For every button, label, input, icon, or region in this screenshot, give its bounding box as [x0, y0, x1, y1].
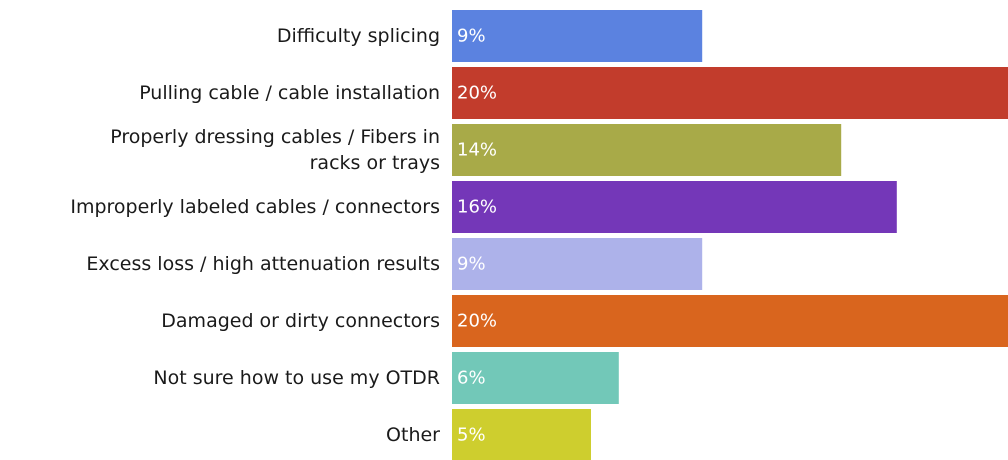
value-label-4: 16%: [457, 197, 497, 218]
category-label-line: Improperly labeled cables / connectors: [70, 196, 440, 218]
category-label-7: Not sure how to use my OTDR: [153, 367, 440, 389]
category-label-line: Properly dressing cables / Fibers in: [110, 126, 440, 148]
bar-3: [452, 124, 842, 176]
category-label-2: Pulling cable / cable installation: [139, 82, 440, 104]
value-labels-group: 9% 20% 14% 16% 9% 20% 6% 5%: [457, 26, 497, 446]
category-label-4: Improperly labeled cables / connectors: [70, 196, 440, 218]
category-labels-group: Difficulty splicing Pulling cable / cable…: [70, 25, 440, 446]
category-label-line: Other: [386, 424, 440, 446]
value-label-1: 9%: [457, 26, 486, 47]
bar-4: [452, 181, 897, 233]
value-label-2: 20%: [457, 83, 497, 104]
bar-7: [452, 352, 619, 404]
bar-6: [452, 295, 1008, 347]
category-label-5: Excess loss / high attenuation results: [86, 253, 440, 275]
bars-group: [452, 10, 1008, 460]
category-label-line: Excess loss / high attenuation results: [86, 253, 440, 275]
category-label-8: Other: [386, 424, 440, 446]
value-label-5: 9%: [457, 254, 486, 275]
category-label-line: Damaged or dirty connectors: [161, 310, 440, 332]
value-label-8: 5%: [457, 425, 486, 446]
category-label-line: Difficulty splicing: [277, 25, 440, 47]
value-label-6: 20%: [457, 311, 497, 332]
bar-5: [452, 238, 703, 290]
bar-2: [452, 67, 1008, 119]
value-label-3: 14%: [457, 140, 497, 161]
category-label-1: Difficulty splicing: [277, 25, 440, 47]
category-label-line: racks or trays: [310, 152, 440, 174]
category-label-line: Pulling cable / cable installation: [139, 82, 440, 104]
bar-1: [452, 10, 703, 62]
category-label-6: Damaged or dirty connectors: [161, 310, 440, 332]
category-label-3: Properly dressing cables / Fibers in rack…: [110, 126, 440, 174]
value-label-7: 6%: [457, 368, 486, 389]
bar-8: [452, 409, 591, 460]
category-label-line: Not sure how to use my OTDR: [153, 367, 440, 389]
